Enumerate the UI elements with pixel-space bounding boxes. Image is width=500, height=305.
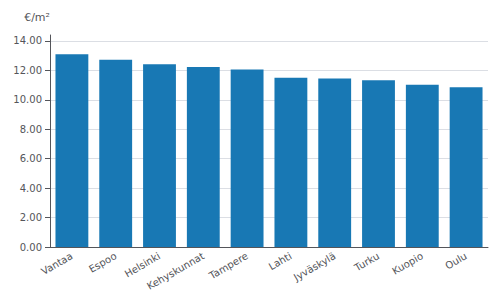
svg-text:Turku: Turku [352,250,382,273]
svg-text:10.00: 10.00 [13,94,42,105]
svg-text:2.00: 2.00 [20,212,42,223]
svg-text:12.00: 12.00 [13,65,42,76]
svg-text:6.00: 6.00 [20,153,42,164]
svg-text:Oulu: Oulu [443,250,469,271]
svg-text:Lahti: Lahti [267,250,294,272]
svg-text:Kehyskunnat: Kehyskunnat [145,250,206,292]
svg-text:Espoo: Espoo [87,250,119,275]
svg-text:8.00: 8.00 [20,124,42,135]
svg-text:14.00: 14.00 [13,35,42,46]
svg-text:Helsinki: Helsinki [122,250,163,280]
svg-text:Vantaa: Vantaa [39,250,75,277]
svg-text:4.00: 4.00 [20,183,42,194]
svg-text:Jyväskylä: Jyväskylä [291,250,337,283]
svg-text:0.00: 0.00 [20,242,42,253]
svg-text:Kuopio: Kuopio [390,250,425,276]
svg-text:€/m²: €/m² [24,11,50,24]
svg-text:Tampere: Tampere [206,250,249,281]
